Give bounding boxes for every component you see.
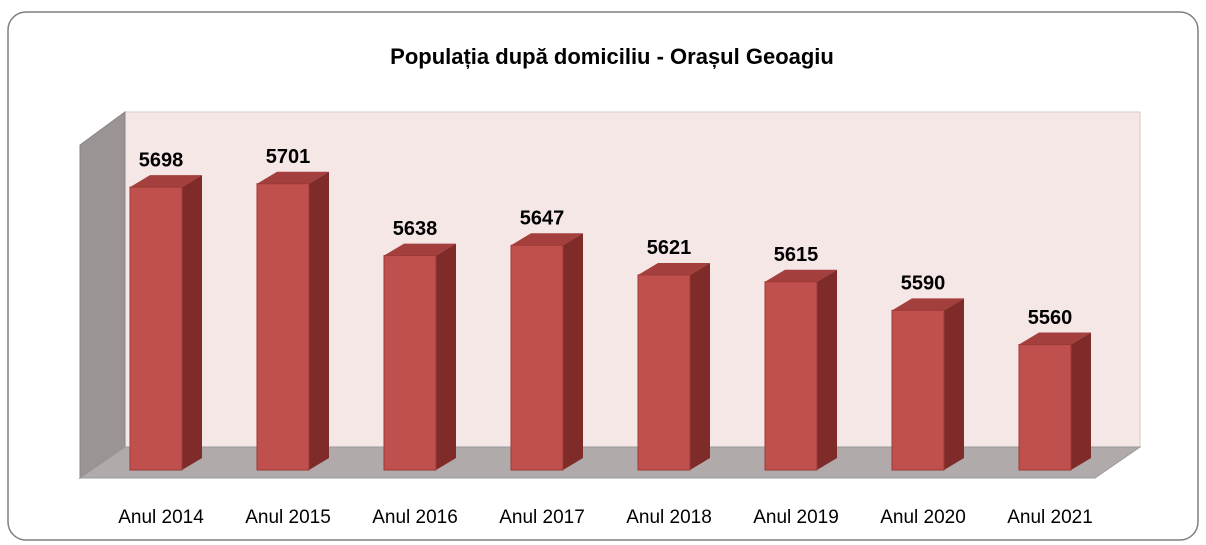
data-label: 5647 [520,208,565,230]
bar-side [436,243,456,470]
bar [510,244,564,471]
x-tick-label: Anul 2021 [1007,507,1093,528]
bar-side [563,233,583,470]
bar-side [817,269,837,470]
bar-top [638,262,710,275]
data-label: 5698 [139,149,184,171]
x-tick-label: Anul 2018 [626,507,712,528]
bar-top [892,298,964,311]
bar-top [511,233,583,246]
bar [256,183,310,471]
bar [637,274,691,471]
bar [1018,344,1072,471]
data-label: 5590 [901,273,946,295]
x-tick-label: Anul 2020 [880,507,966,528]
data-label: 5701 [266,146,311,168]
floor [78,446,1142,479]
bar-side [309,171,329,470]
data-label: 5560 [1028,307,1073,329]
bar [764,281,818,471]
bar [891,309,945,471]
side-wall [79,111,126,479]
x-tick-label: Anul 2016 [372,507,458,528]
x-tick-label: Anul 2017 [499,507,585,528]
bar-top [1019,332,1091,345]
x-tick-label: Anul 2015 [245,507,331,528]
bar-side [182,175,202,470]
x-tick-label: Anul 2014 [118,507,204,528]
data-label: 5621 [647,237,692,259]
chart-title: Populația după domiciliu - Orașul Geoagi… [390,44,834,69]
bar-side [1071,332,1091,470]
bar [129,186,183,471]
data-label: 5638 [393,218,438,240]
bar-side [944,298,964,470]
bar-top [384,243,456,256]
bar-top [765,269,837,282]
data-label: 5615 [774,244,819,266]
bar-side [690,262,710,470]
bar-top [257,171,329,184]
bar-top [130,175,202,188]
bar [383,255,437,471]
x-tick-label: Anul 2019 [753,507,839,528]
